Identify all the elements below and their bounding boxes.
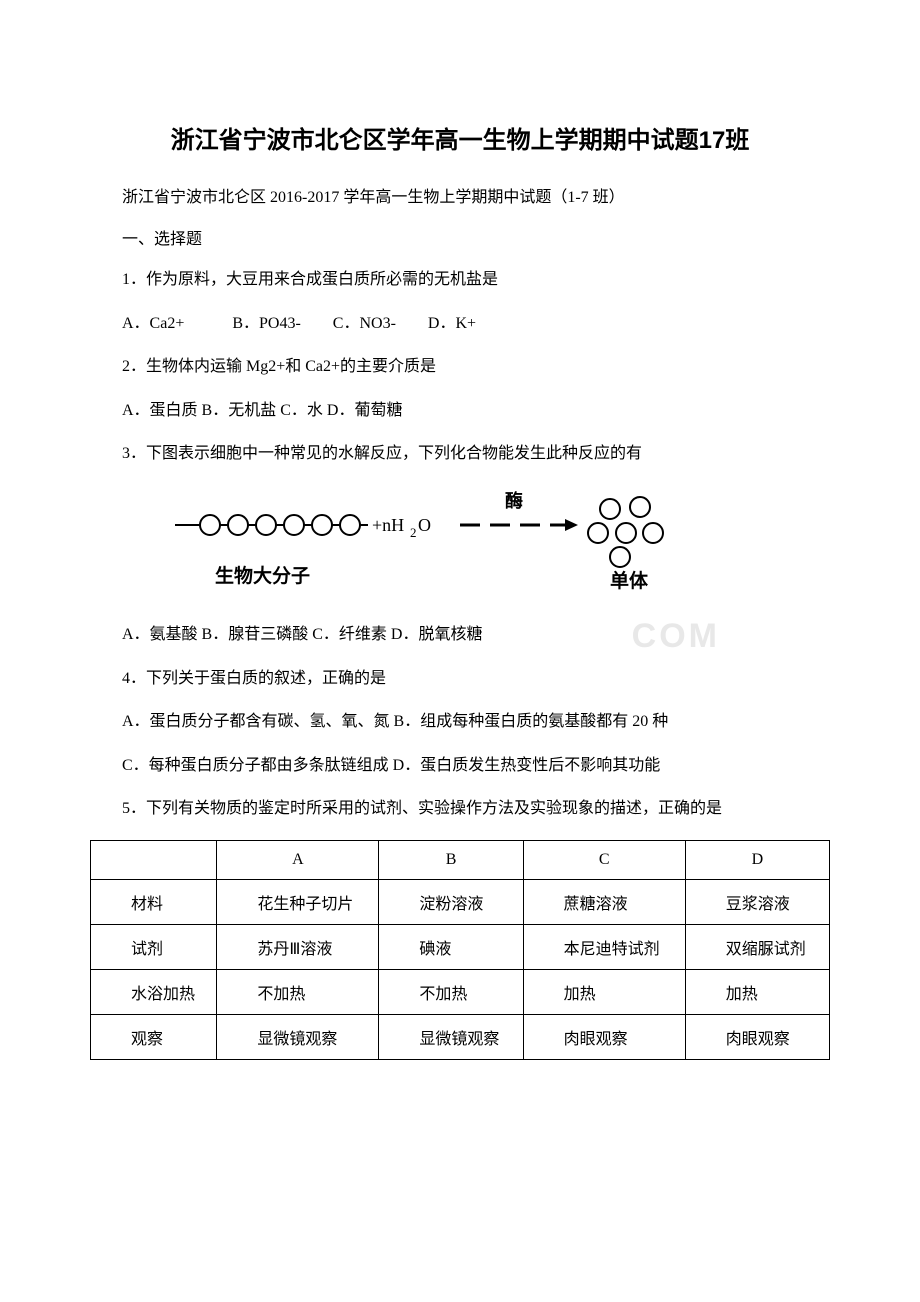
question-1-options: A．Ca2+ B．PO43- C．NO3- D．K+	[90, 311, 830, 337]
table-header-empty	[91, 840, 217, 879]
question-5-text: 5．下列有关物质的鉴定时所采用的试剂、实验操作方法及实验现象的描述，正确的是	[90, 796, 830, 822]
table-header-a: A	[217, 840, 379, 879]
table-cell: 显微镜观察	[379, 1014, 523, 1059]
experiment-table: A B C D 材料 花生种子切片 淀粉溶液 蔗糖溶液 豆浆溶液 试剂 苏丹Ⅲ溶…	[90, 840, 830, 1060]
table-row-label: 水浴加热	[91, 969, 217, 1014]
table-cell: 显微镜观察	[217, 1014, 379, 1059]
page-title: 浙江省宁波市北仑区学年高一生物上学期期中试题17班	[90, 120, 830, 155]
table-cell: 豆浆溶液	[685, 879, 829, 924]
table-row-label: 材料	[91, 879, 217, 924]
diagram-formula: +nH	[372, 515, 404, 535]
table-cell: 加热	[685, 969, 829, 1014]
table-header-c: C	[523, 840, 685, 879]
question-2-options: A．蛋白质 B．无机盐 C．水 D．葡萄糖	[90, 398, 830, 424]
section-header: 一、选择题	[90, 225, 830, 249]
table-cell: 双缩脲试剂	[685, 924, 829, 969]
table-row-label: 试剂	[91, 924, 217, 969]
table-cell: 花生种子切片	[217, 879, 379, 924]
table-row: 材料 花生种子切片 淀粉溶液 蔗糖溶液 豆浆溶液	[91, 879, 830, 924]
question-4-line2: C．每种蛋白质分子都由多条肽链组成 D．蛋白质发生热变性后不影响其功能	[90, 753, 830, 779]
table-cell: 肉眼观察	[523, 1014, 685, 1059]
table-cell: 苏丹Ⅲ溶液	[217, 924, 379, 969]
question-4-line1: A．蛋白质分子都含有碳、氢、氧、氮 B．组成每种蛋白质的氨基酸都有 20 种	[90, 709, 830, 735]
subtitle: 浙江省宁波市北仑区 2016-2017 学年高一生物上学期期中试题（1-7 班）	[90, 183, 830, 207]
table-cell: 不加热	[379, 969, 523, 1014]
table-cell: 不加热	[217, 969, 379, 1014]
table-cell: 本尼迪特试剂	[523, 924, 685, 969]
table-cell: 碘液	[379, 924, 523, 969]
question-1-text: 1．作为原料，大豆用来合成蛋白质所必需的无机盐是	[90, 267, 830, 293]
table-row: 试剂 苏丹Ⅲ溶液 碘液 本尼迪特试剂 双缩脲试剂	[91, 924, 830, 969]
table-header-d: D	[685, 840, 829, 879]
table-cell: 蔗糖溶液	[523, 879, 685, 924]
question-4-text: 4．下列关于蛋白质的叙述，正确的是	[90, 666, 830, 692]
table-header-b: B	[379, 840, 523, 879]
question-2-text: 2．生物体内运输 Mg2+和 Ca2+的主要介质是	[90, 354, 830, 380]
svg-text:2: 2	[410, 525, 417, 540]
diagram-enzyme-label: 酶	[505, 490, 523, 511]
table-cell: 加热	[523, 969, 685, 1014]
svg-text:O: O	[418, 515, 431, 535]
diagram-left-label: 生物大分子	[215, 564, 310, 587]
diagram-right-label: 单体	[610, 569, 649, 592]
table-header-row: A B C D	[91, 840, 830, 879]
table-row: 观察 显微镜观察 显微镜观察 肉眼观察 肉眼观察	[91, 1014, 830, 1059]
table-row-label: 观察	[91, 1014, 217, 1059]
hydrolysis-diagram: +nH 2 O 酶 生物大分子 单体	[170, 487, 680, 597]
question-3-options: A．氨基酸 B．腺苷三磷酸 C．纤维素 D．脱氧核糖	[90, 622, 830, 648]
question-3-text: 3．下图表示细胞中一种常见的水解反应，下列化合物能发生此种反应的有	[90, 441, 830, 467]
table-cell: 肉眼观察	[685, 1014, 829, 1059]
table-row: 水浴加热 不加热 不加热 加热 加热	[91, 969, 830, 1014]
table-cell: 淀粉溶液	[379, 879, 523, 924]
